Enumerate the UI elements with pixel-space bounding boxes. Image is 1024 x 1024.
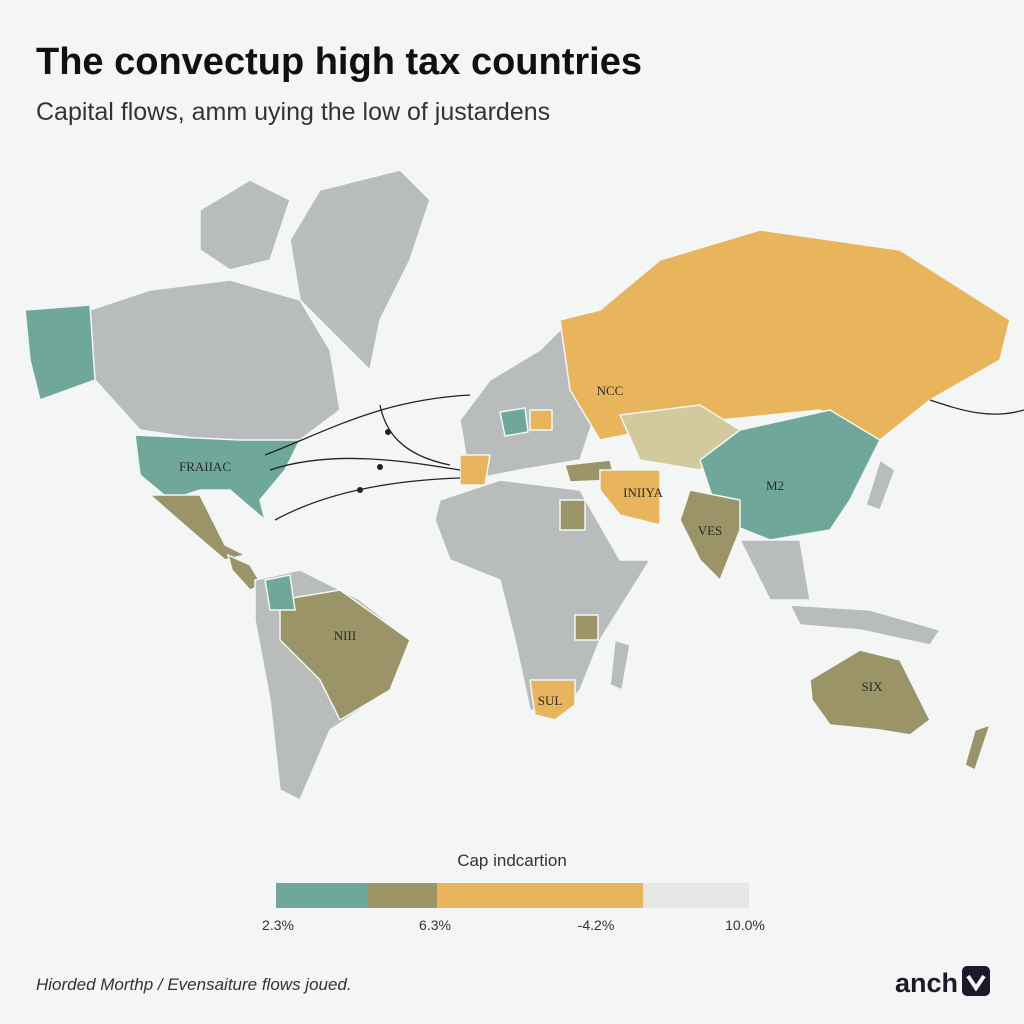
brazil: [279, 589, 411, 722]
country-labels: FRAIIAC NCC M2 VES INIIYA NIII SIX SUL: [179, 383, 883, 708]
legend: Cap indcartion 2.3% 6.3% -4.2% 10.0%: [262, 851, 765, 933]
country-label: INIIYA: [623, 485, 663, 500]
country-label: NIII: [334, 628, 356, 643]
mexico: [148, 494, 248, 561]
egypt: [559, 499, 586, 531]
indonesia: [788, 604, 942, 646]
greenland: [289, 169, 431, 372]
flow-marker: [377, 464, 383, 470]
spain: [459, 454, 491, 486]
capital-flows: [264, 394, 1024, 521]
usa: [134, 434, 302, 523]
flow-marker: [357, 487, 363, 493]
japan: [865, 458, 896, 511]
world-map: [24, 169, 1011, 802]
legend-swatch: [276, 883, 367, 908]
canada: [89, 279, 341, 446]
country-label: VES: [698, 523, 723, 538]
india: [679, 489, 741, 582]
madagascar: [609, 638, 631, 692]
country-label: SIX: [862, 679, 884, 694]
arctic-islands: [199, 179, 291, 271]
middle-east: [599, 469, 661, 526]
flow-arrow: [929, 399, 1024, 415]
new-zealand: [964, 723, 992, 772]
title: The convectup high tax countries: [36, 41, 642, 83]
legend-label: 10.0%: [725, 917, 765, 933]
country-label: M2: [766, 478, 784, 493]
legend-swatch: [367, 883, 437, 908]
country-label: NCC: [597, 383, 624, 398]
flow-arrow: [379, 404, 451, 466]
legend-title: Cap indcartion: [457, 851, 567, 870]
legend-swatch: [437, 883, 643, 908]
legend-label: 6.3%: [419, 917, 451, 933]
alaska: [24, 304, 96, 401]
logo-check: [966, 974, 986, 992]
south-africa: [529, 679, 576, 721]
southeast-asia: [738, 539, 811, 601]
logo-icon: [962, 966, 990, 996]
legend-swatch: [643, 883, 749, 908]
flow-marker: [385, 429, 391, 435]
legend-label: -4.2%: [578, 917, 615, 933]
germany: [499, 407, 529, 437]
australia: [809, 649, 931, 736]
country-label: FRAIIAC: [179, 459, 231, 474]
logo-text: anch: [895, 968, 958, 998]
legend-label: 2.3%: [262, 917, 294, 933]
flow-arrow: [274, 477, 461, 521]
colombia: [264, 574, 296, 611]
flow-arrow: [269, 457, 461, 471]
flow-arrow: [264, 394, 471, 456]
country-label: SUL: [538, 693, 563, 708]
subtitle: Capital flows, amm uying the low of just…: [36, 98, 550, 126]
tanzania: [574, 614, 599, 641]
poland: [529, 409, 553, 431]
footer-source: Hiorded Morthp / Evensaiture flows joued…: [36, 975, 352, 994]
